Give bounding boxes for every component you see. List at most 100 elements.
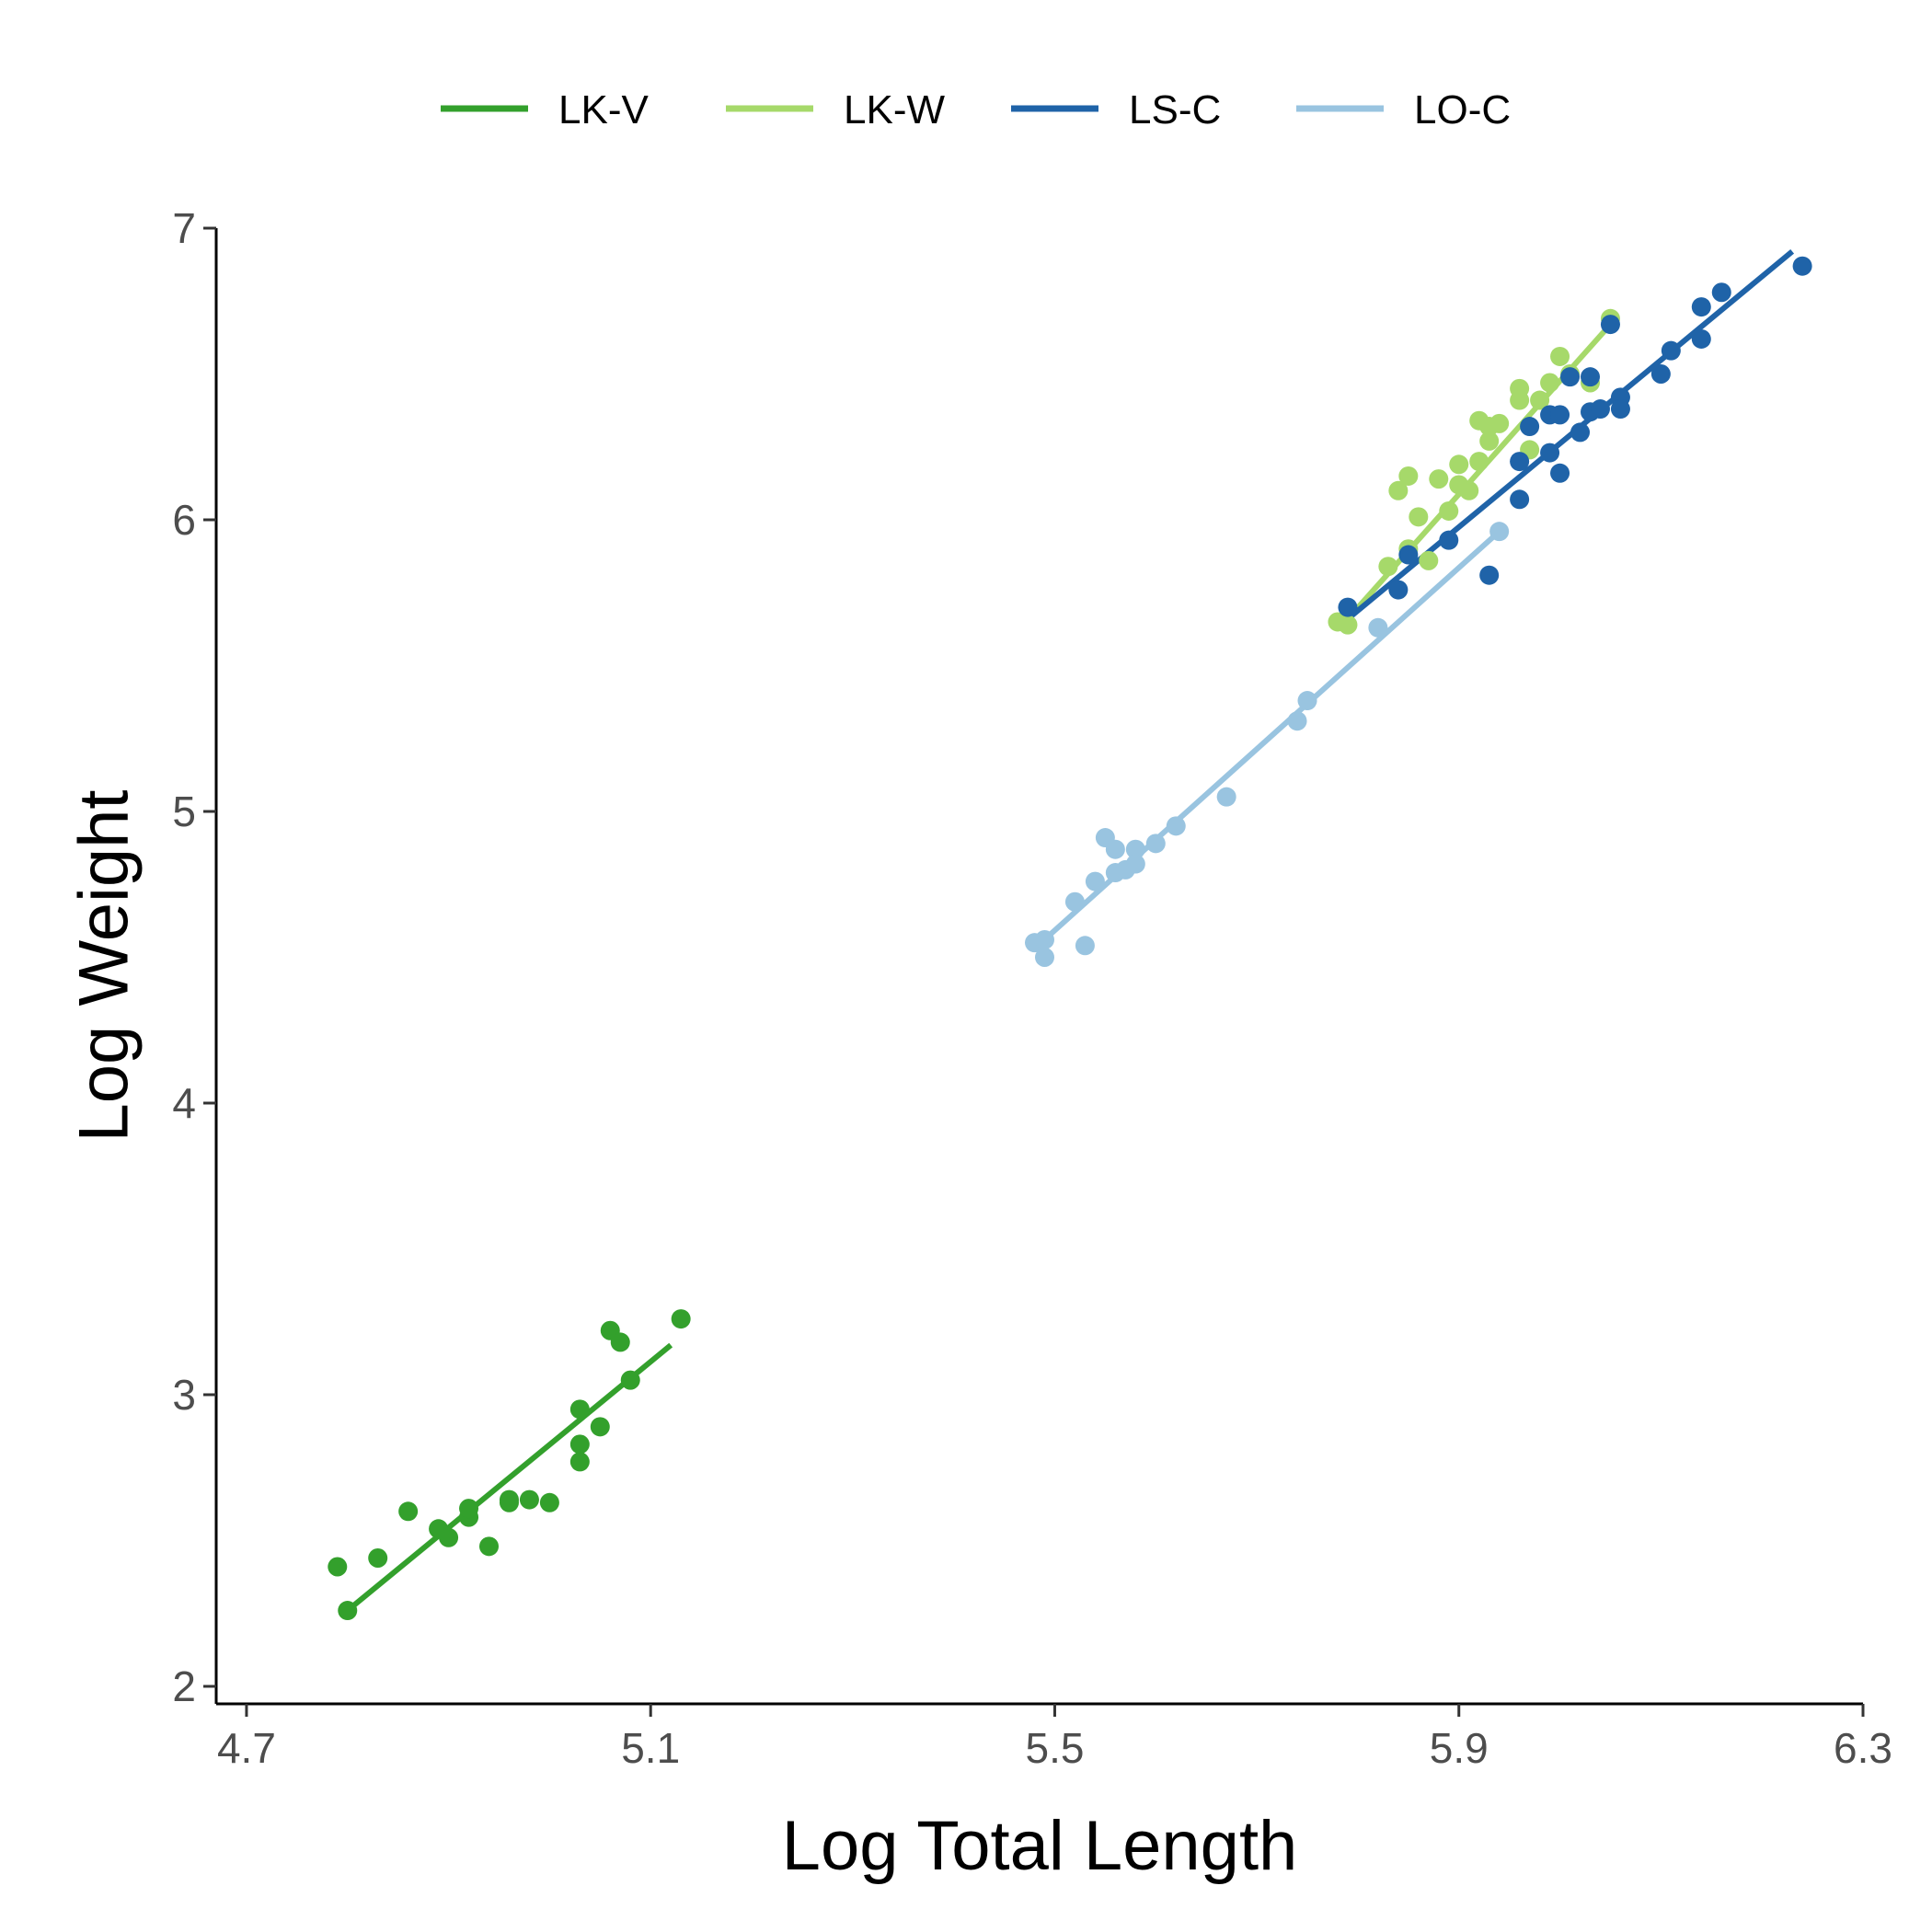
point-lo-c [1125,854,1145,874]
point-ls-c [1550,405,1570,425]
point-ls-c [1560,367,1581,387]
point-lk-w [1530,390,1550,410]
point-lk-v [459,1499,479,1519]
y-tick-label: 2 [172,1662,196,1710]
point-lk-v [519,1489,539,1510]
fit-line-ls-c [1346,249,1795,622]
point-ls-c [1388,580,1409,600]
point-lk-v [569,1434,590,1455]
point-lk-v [671,1309,691,1329]
point-lo-c [1064,891,1085,912]
fit-lines [345,249,1795,1613]
legend-label-lk-v: LK-V [558,87,649,132]
point-ls-c [1570,422,1591,443]
y-tick-label: 3 [172,1371,196,1419]
point-lk-v [368,1548,388,1569]
point-lk-v [569,1399,590,1420]
point-ls-c [1550,463,1570,483]
fit-line-lk-v [345,1342,673,1613]
point-lo-c [1085,871,1105,891]
point-ls-c [1600,315,1620,335]
point-lk-w [1409,507,1429,527]
point-lk-v [590,1417,610,1437]
point-ls-c [1398,545,1419,565]
point-lo-c [1166,816,1186,836]
point-lk-v [398,1501,419,1522]
point-lk-v [569,1452,590,1472]
point-lk-w [1489,413,1510,433]
point-ls-c [1540,443,1560,463]
data-points [328,256,1812,1621]
point-lo-c [1297,691,1317,711]
legend-item-lk-w: LK-W [726,87,945,132]
point-lk-v [439,1527,459,1547]
y-axis-ticks: 2 3 4 5 6 7 [172,204,216,1710]
x-tick-label: 6.3 [1834,1724,1892,1772]
point-lo-c [1145,834,1166,854]
legend: LK-V LK-W LS-C LO-C [441,87,1511,132]
point-ls-c [1650,363,1671,384]
point-ls-c [1590,399,1610,420]
point-ls-c [1661,340,1681,361]
point-lk-w [1338,615,1358,635]
point-lk-w [1550,346,1570,366]
fit-line-lo-c [1032,529,1501,951]
axes [214,228,1863,1706]
point-lk-w [1479,431,1500,451]
point-lk-v [539,1492,559,1512]
point-ls-c [1792,256,1812,276]
x-tick-label: 5.9 [1430,1724,1489,1772]
x-tick-label: 5.5 [1025,1724,1084,1772]
point-lo-c [1216,787,1236,807]
point-lk-w [1419,550,1439,570]
point-ls-c [1479,565,1500,585]
point-ls-c [1691,328,1711,349]
point-lk-w [1510,390,1530,410]
point-lo-c [1489,522,1510,542]
point-lk-w [1398,466,1419,486]
point-lo-c [1034,929,1054,949]
y-axis-title: Log Weight [65,789,144,1142]
point-lk-w [1459,480,1479,500]
point-lo-c [1105,839,1125,859]
point-lk-v [620,1370,640,1390]
point-ls-c [1510,452,1530,472]
point-lk-v [479,1536,500,1557]
x-tick-label: 4.7 [217,1724,276,1772]
point-lk-v [338,1601,358,1621]
legend-label-lo-c: LO-C [1414,87,1511,132]
point-lk-w [1469,452,1489,472]
point-lk-w [1540,373,1560,393]
point-ls-c [1691,297,1711,317]
point-lk-v [610,1332,630,1352]
point-lo-c [1368,617,1388,638]
point-lk-v [499,1492,519,1512]
legend-item-ls-c: LS-C [1011,87,1221,132]
x-axis-ticks: 4.7 5.1 5.5 5.9 6.3 [217,1704,1892,1772]
point-lk-w [1429,469,1449,489]
point-ls-c [1338,597,1358,617]
x-tick-label: 5.1 [621,1724,680,1772]
point-lk-w [1449,454,1469,475]
point-lk-w [1378,557,1398,577]
point-lk-v [328,1557,348,1577]
legend-label-ls-c: LS-C [1129,87,1221,132]
point-ls-c [1510,489,1530,510]
point-lk-w [1388,480,1409,500]
x-axis-title: Log Total Length [782,1807,1298,1885]
point-ls-c [1610,399,1630,420]
point-lk-w [1439,500,1459,521]
point-lo-c [1125,839,1145,859]
legend-item-lk-v: LK-V [441,87,649,132]
y-tick-label: 5 [172,788,196,835]
point-lo-c [1287,711,1307,731]
point-lo-c [1034,947,1054,967]
point-ls-c [1520,417,1540,437]
legend-label-lk-w: LK-W [844,87,945,132]
point-ls-c [1711,282,1731,303]
y-tick-label: 6 [172,496,196,544]
y-tick-label: 4 [172,1079,196,1127]
point-ls-c [1580,367,1600,387]
point-ls-c [1439,530,1459,550]
